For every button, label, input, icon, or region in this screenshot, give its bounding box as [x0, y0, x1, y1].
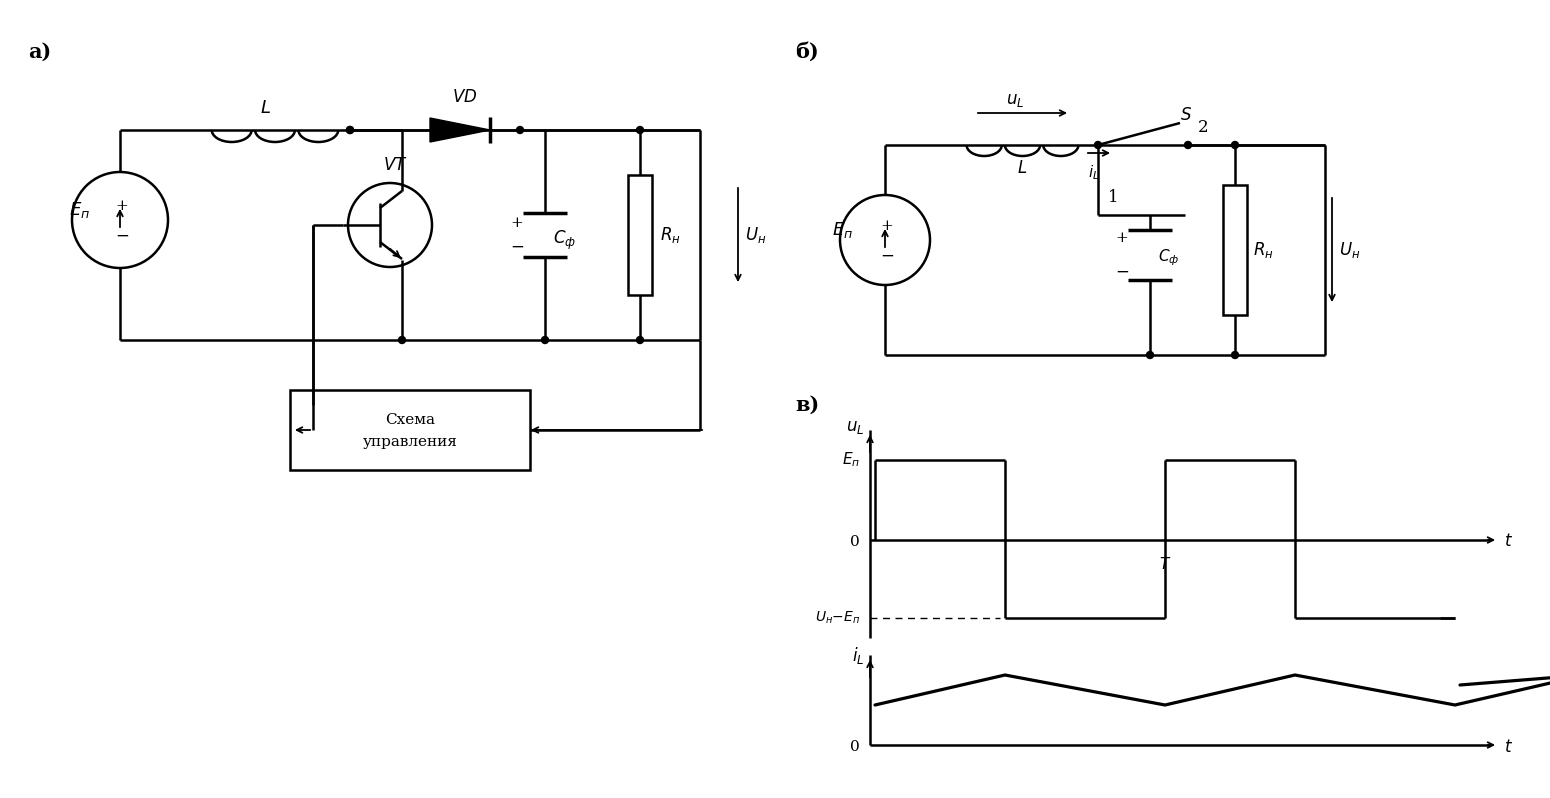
Text: $U_{н}$: $U_{н}$	[746, 225, 766, 245]
Text: управления: управления	[363, 435, 457, 449]
Circle shape	[1094, 141, 1102, 148]
Text: в): в)	[795, 395, 820, 415]
Text: $R_{н}$: $R_{н}$	[1252, 240, 1274, 260]
Text: 2: 2	[1198, 118, 1209, 136]
Text: $E_{п}$: $E_{п}$	[68, 200, 90, 220]
Text: $R_{н}$: $R_{н}$	[660, 225, 680, 245]
Circle shape	[1232, 351, 1238, 358]
Circle shape	[347, 127, 353, 133]
Circle shape	[398, 337, 406, 343]
Text: +: +	[1116, 231, 1128, 245]
Text: +: +	[880, 219, 893, 233]
Polygon shape	[429, 118, 490, 142]
Circle shape	[516, 127, 524, 133]
Text: б): б)	[795, 42, 818, 62]
Text: $U_{н}{-}E_{п}$: $U_{н}{-}E_{п}$	[815, 610, 860, 626]
Text: $VT$: $VT$	[383, 156, 408, 173]
Text: $C_{ф}$: $C_{ф}$	[553, 228, 577, 251]
Circle shape	[1232, 141, 1238, 148]
Circle shape	[1147, 351, 1153, 358]
Text: $L$: $L$	[259, 99, 271, 117]
Text: −: −	[880, 247, 894, 264]
Circle shape	[1184, 141, 1192, 148]
Circle shape	[541, 337, 549, 343]
Text: $U_{н}$: $U_{н}$	[1339, 240, 1361, 260]
Text: $S$: $S$	[1180, 106, 1192, 124]
Circle shape	[347, 127, 353, 133]
Text: $C_{ф}$: $C_{ф}$	[1158, 247, 1180, 268]
Text: а): а)	[28, 42, 51, 62]
Text: 0: 0	[851, 740, 860, 754]
Text: $E_{п}$: $E_{п}$	[842, 451, 860, 469]
Text: $VD$: $VD$	[453, 89, 477, 106]
Text: −: −	[115, 227, 129, 244]
Text: $u_L$: $u_L$	[846, 420, 863, 437]
Text: −: −	[510, 239, 524, 255]
Text: $i_L$: $i_L$	[851, 645, 863, 666]
Text: 1: 1	[1108, 188, 1119, 206]
Text: Схема: Схема	[384, 413, 436, 427]
Bar	[290, 390, 530, 470]
Bar	[628, 175, 653, 295]
Text: +: +	[510, 216, 524, 230]
Circle shape	[637, 337, 643, 343]
Text: $t$: $t$	[1504, 534, 1513, 551]
Text: $L$: $L$	[1017, 160, 1028, 177]
Text: $E_{п}$: $E_{п}$	[832, 220, 852, 240]
Text: $t$: $t$	[1504, 738, 1513, 756]
Text: 0: 0	[851, 535, 860, 549]
Text: +: +	[116, 199, 129, 213]
Bar	[1223, 185, 1248, 315]
Text: −: −	[1114, 263, 1128, 281]
Text: $T$: $T$	[1159, 556, 1172, 572]
Text: $i_L$: $i_L$	[1088, 163, 1099, 182]
Circle shape	[637, 127, 643, 133]
Text: $u_L$: $u_L$	[1006, 92, 1025, 109]
